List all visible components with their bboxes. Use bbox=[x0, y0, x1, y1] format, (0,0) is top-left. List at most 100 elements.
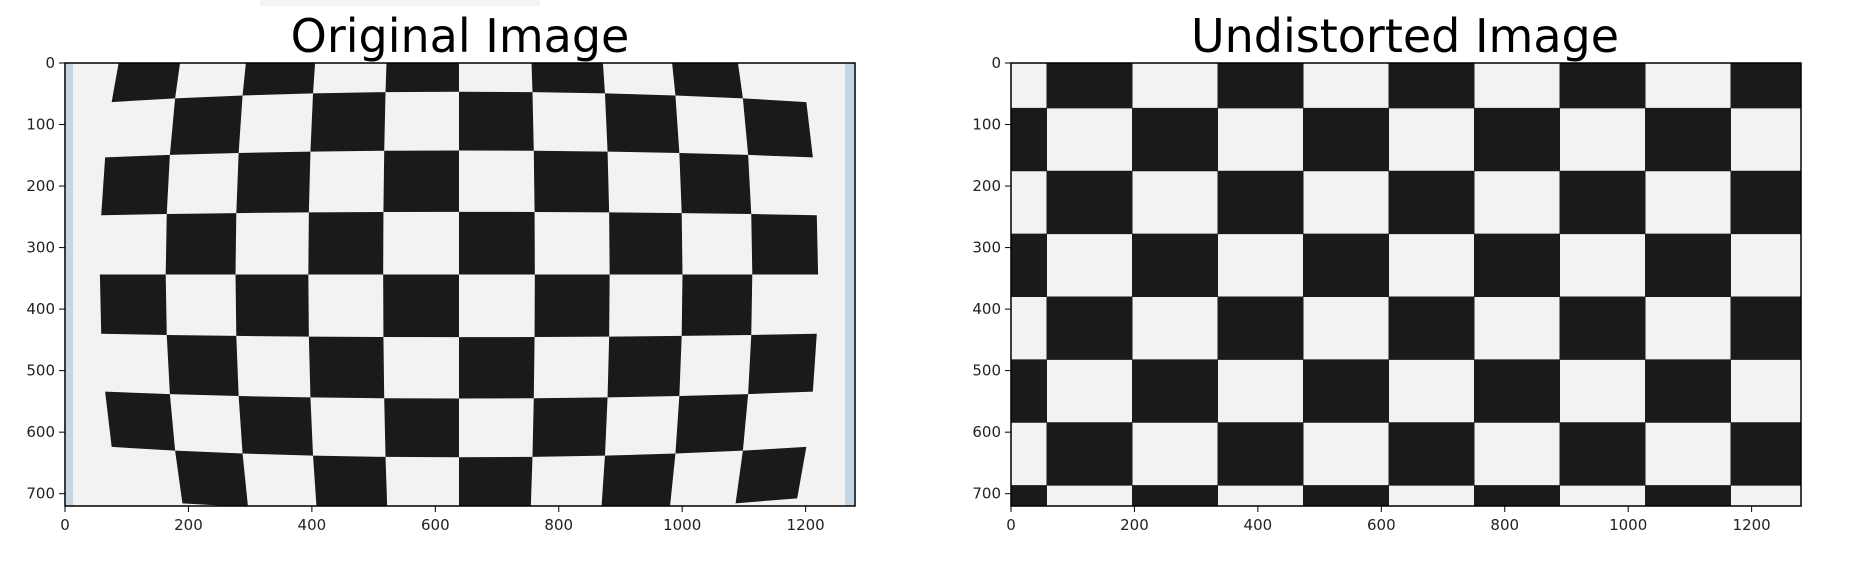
y-tick-label: 600 bbox=[972, 423, 1001, 441]
checker-square bbox=[383, 150, 459, 212]
checker-square bbox=[607, 335, 682, 398]
checker-square bbox=[1645, 233, 1731, 297]
checker-square bbox=[384, 398, 459, 458]
checker-square bbox=[1730, 422, 1801, 486]
x-tick-label: 0 bbox=[60, 516, 70, 534]
checker-square bbox=[679, 152, 752, 215]
checker-square bbox=[1011, 359, 1047, 423]
checker-square bbox=[99, 274, 167, 335]
checker-square bbox=[735, 446, 807, 504]
distorted-checkerboard-image bbox=[65, 63, 855, 506]
checker-square bbox=[313, 455, 388, 506]
checker-square bbox=[1730, 63, 1801, 109]
checker-square bbox=[672, 63, 743, 99]
checker-square bbox=[238, 396, 314, 456]
x-tick-label: 1200 bbox=[1733, 516, 1771, 534]
checker-square bbox=[1645, 485, 1731, 506]
y-tick-label: 300 bbox=[972, 239, 1001, 257]
x-tick-label: 200 bbox=[1120, 516, 1149, 534]
checker-square bbox=[101, 154, 170, 216]
y-tick-label: 300 bbox=[26, 239, 55, 257]
checker-square bbox=[165, 213, 237, 275]
checker-square bbox=[1559, 63, 1646, 109]
checker-square bbox=[609, 212, 683, 275]
x-tick-label: 200 bbox=[174, 516, 203, 534]
checker-square bbox=[169, 95, 243, 155]
checker-square bbox=[1388, 63, 1475, 109]
x-tick-label: 1000 bbox=[663, 516, 701, 534]
checker-square bbox=[308, 336, 385, 399]
checker-square bbox=[242, 63, 316, 96]
checker-square bbox=[1046, 296, 1133, 360]
checker-square bbox=[459, 337, 535, 399]
checker-square bbox=[105, 391, 176, 451]
y-tick-label: 500 bbox=[26, 362, 55, 380]
checker-square bbox=[1011, 233, 1047, 297]
y-tick-label: 200 bbox=[972, 177, 1001, 195]
checker-square bbox=[1559, 296, 1646, 360]
checker-square bbox=[1559, 170, 1646, 235]
x-tick-label: 400 bbox=[298, 516, 327, 534]
axes-frame-undistorted bbox=[1010, 62, 1802, 507]
checker-square bbox=[1132, 107, 1218, 172]
x-tick-label: 600 bbox=[421, 516, 450, 534]
checker-square bbox=[1388, 170, 1475, 235]
checker-square bbox=[459, 456, 533, 506]
x-tick-label: 0 bbox=[1006, 516, 1016, 534]
y-tick-label: 400 bbox=[26, 300, 55, 318]
checker-square bbox=[1474, 359, 1560, 423]
checker-square bbox=[459, 91, 534, 151]
x-tick-label: 800 bbox=[544, 516, 573, 534]
checker-square bbox=[1046, 422, 1133, 486]
checker-squares bbox=[1011, 63, 1801, 506]
checker-square bbox=[532, 397, 608, 457]
y-tick-label: 500 bbox=[972, 362, 1001, 380]
axes-frame-original bbox=[64, 62, 856, 507]
panel-original: Original Image 0 200 400 600 800 1000 1200 0 10… bbox=[26, 9, 856, 534]
checker-square bbox=[742, 98, 813, 158]
x-tick-label: 1200 bbox=[787, 516, 825, 534]
checker-square bbox=[1217, 296, 1304, 360]
checker-square bbox=[1132, 359, 1218, 423]
checker-square bbox=[1474, 233, 1560, 297]
checker-square bbox=[1217, 63, 1304, 109]
checker-square bbox=[1046, 63, 1133, 109]
checker-square bbox=[1474, 485, 1560, 506]
panel-title-undistorted: Undistorted Image bbox=[1191, 9, 1619, 63]
checker-square bbox=[681, 274, 753, 336]
y-tick-label: 600 bbox=[26, 423, 55, 441]
x-tick-label: 400 bbox=[1244, 516, 1273, 534]
checker-square bbox=[748, 333, 817, 395]
checker-square bbox=[1303, 107, 1389, 172]
y-axis-ticks-original: 0 100 200 300 400 500 600 700 bbox=[26, 54, 65, 503]
board-left-edge bbox=[65, 63, 73, 506]
y-tick-label: 700 bbox=[972, 485, 1001, 503]
checker-square bbox=[1645, 359, 1731, 423]
checker-square bbox=[1388, 422, 1475, 486]
checker-square bbox=[1730, 296, 1801, 360]
y-tick-label: 400 bbox=[972, 300, 1001, 318]
checker-square bbox=[1217, 170, 1304, 235]
y-tick-label: 200 bbox=[26, 177, 55, 195]
checker-square bbox=[675, 394, 749, 454]
checker-square bbox=[1132, 233, 1218, 297]
checker-square bbox=[111, 63, 181, 103]
checker-square bbox=[1730, 170, 1801, 235]
checker-squares bbox=[99, 63, 819, 506]
y-tick-label: 100 bbox=[972, 116, 1001, 134]
checker-square bbox=[601, 453, 676, 506]
x-tick-label: 800 bbox=[1490, 516, 1519, 534]
checker-square bbox=[175, 450, 248, 506]
checker-square bbox=[1303, 485, 1389, 506]
checker-square bbox=[1645, 107, 1731, 172]
checker-square bbox=[1011, 107, 1047, 172]
checker-square bbox=[751, 214, 819, 275]
checker-square bbox=[531, 63, 605, 94]
x-axis-ticks-original: 0 200 400 600 800 1000 1200 bbox=[60, 506, 825, 534]
checker-square bbox=[533, 150, 610, 213]
checker-square bbox=[1303, 233, 1389, 297]
checker-square bbox=[1303, 359, 1389, 423]
x-tick-label: 600 bbox=[1367, 516, 1396, 534]
